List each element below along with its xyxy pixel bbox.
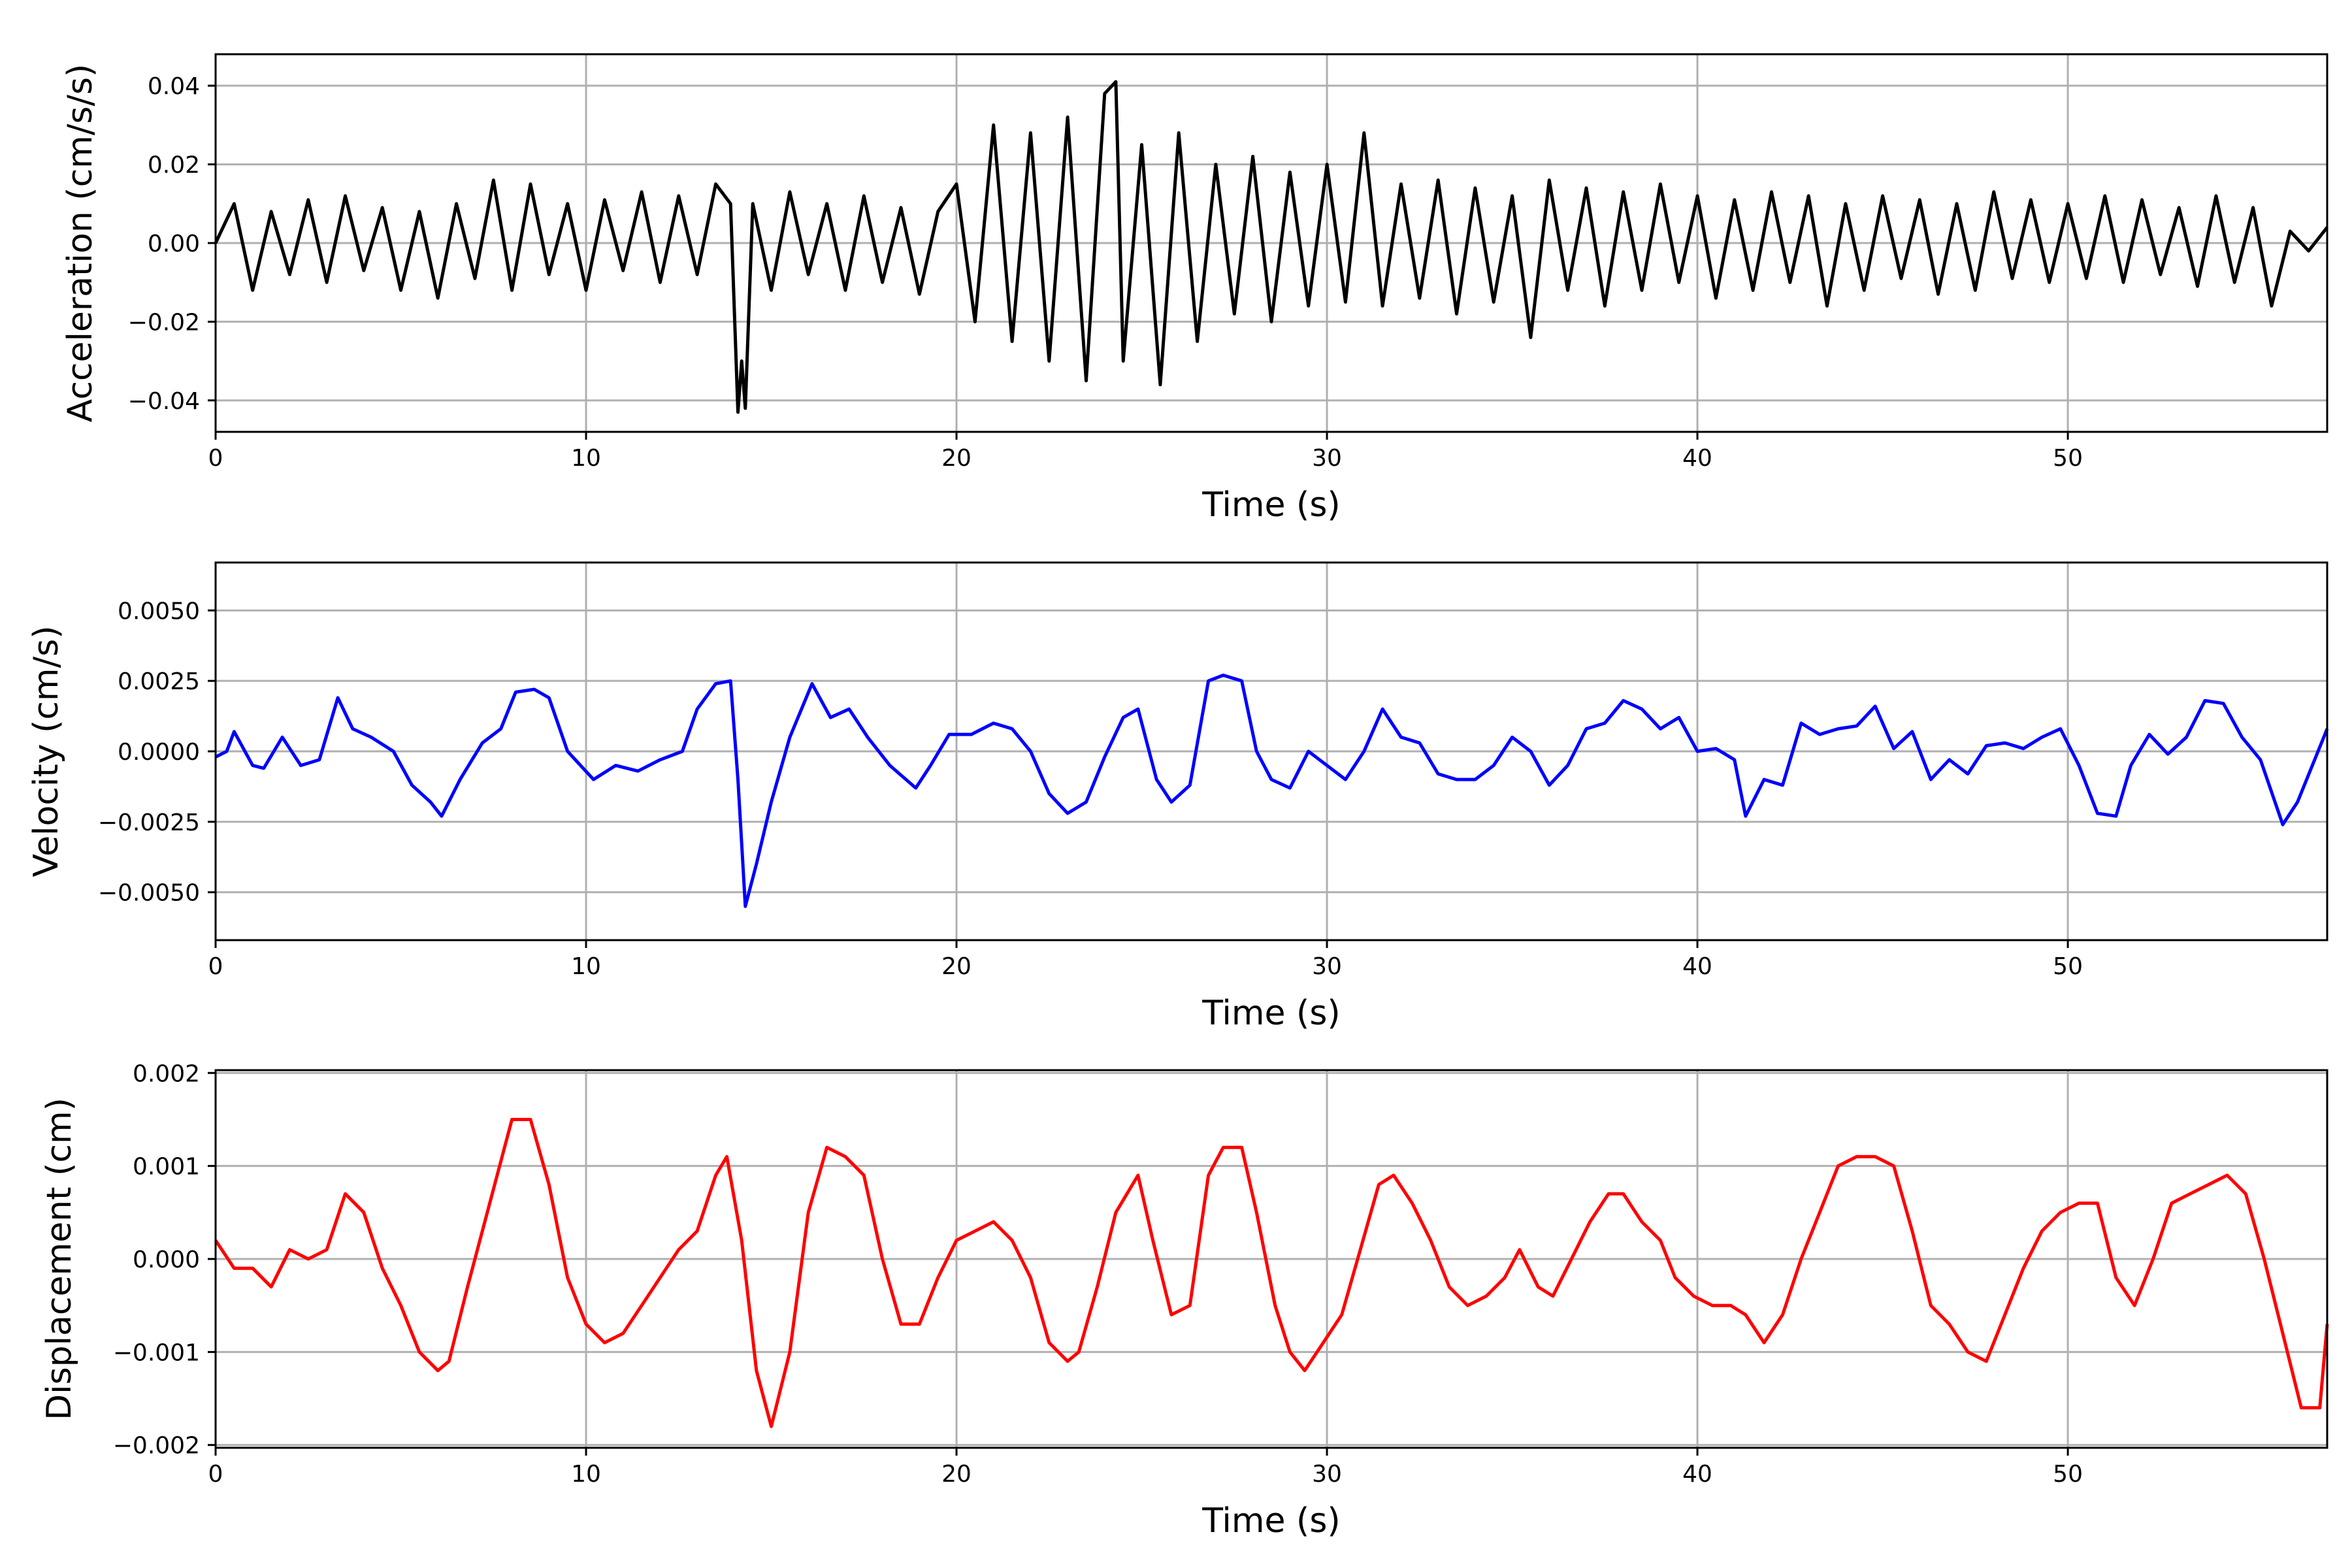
displacement-y-tick-label: 0.001 <box>133 1154 200 1181</box>
velocity-x-tick-label: 10 <box>571 953 601 980</box>
displacement-x-tick-label: 0 <box>208 1461 223 1488</box>
velocity-x-tick-label: 20 <box>941 953 972 980</box>
displacement-x-tick-label: 50 <box>2053 1461 2083 1488</box>
acceleration-y-tick-label: −0.02 <box>128 309 200 336</box>
displacement-ticks: 0 10 20 30 40 50 −0.002 −0.001 0.000 0.001 0.002 <box>113 1060 2083 1488</box>
acceleration-series-line <box>214 80 2328 414</box>
velocity-x-tick-label: 50 <box>2053 953 2083 980</box>
acceleration-panel: 0 10 20 30 40 50 −0.04 −0.02 0.00 0.02 0.04 Time (… <box>61 53 2328 525</box>
acceleration-x-axis-label: Time (s) <box>1201 485 1340 525</box>
velocity-panel: 0 10 20 30 40 50 −0.0050 −0.0025 0.0000 0.0025 0.0… <box>27 561 2329 1033</box>
displacement-y-tick-label: −0.002 <box>113 1433 200 1460</box>
displacement-x-tick-label: 30 <box>1312 1461 1342 1488</box>
displacement-y-tick-label: −0.001 <box>113 1339 200 1366</box>
displacement-x-tick-label: 10 <box>571 1461 601 1488</box>
velocity-ticks: 0 10 20 30 40 50 −0.0050 −0.0025 0.0000 0.0025 0.0… <box>98 598 2083 980</box>
acceleration-x-tick-label: 10 <box>571 445 601 472</box>
displacement-y-tick-label: 0.002 <box>133 1060 200 1087</box>
velocity-x-tick-label: 30 <box>1312 953 1342 980</box>
displacement-grid <box>214 1070 2327 1448</box>
acceleration-x-tick-label: 40 <box>1682 445 1712 472</box>
displacement-x-tick-label: 40 <box>1682 1461 1712 1488</box>
acceleration-grid <box>214 54 2327 432</box>
acceleration-y-tick-label: 0.02 <box>148 152 200 179</box>
velocity-series-line <box>214 674 2329 908</box>
velocity-x-tick-label: 40 <box>1682 953 1712 980</box>
velocity-y-tick-label: 0.0025 <box>118 668 200 695</box>
acceleration-y-tick-label: 0.00 <box>148 231 200 257</box>
acceleration-x-tick-label: 20 <box>941 445 972 472</box>
acceleration-ticks: 0 10 20 30 40 50 −0.04 −0.02 0.00 0.02 0.04 <box>128 73 2083 472</box>
acceleration-y-tick-label: −0.04 <box>128 388 200 415</box>
acceleration-x-tick-label: 30 <box>1312 445 1342 472</box>
velocity-x-tick-label: 0 <box>208 953 223 980</box>
displacement-series-polyline <box>214 1118 2329 1428</box>
velocity-y-tick-label: −0.0050 <box>98 880 200 907</box>
velocity-x-axis-label: Time (s) <box>1201 994 1340 1033</box>
displacement-series-line <box>214 1118 2329 1428</box>
velocity-series-polyline <box>214 674 2329 908</box>
velocity-y-tick-label: 0.0050 <box>118 598 200 625</box>
velocity-y-tick-label: 0.0000 <box>118 739 200 766</box>
acceleration-y-tick-label: 0.04 <box>148 73 200 100</box>
displacement-x-axis-label: Time (s) <box>1201 1501 1340 1541</box>
velocity-y-tick-label: −0.0025 <box>98 809 200 836</box>
acceleration-x-tick-label: 50 <box>2053 445 2083 472</box>
acceleration-x-tick-label: 0 <box>208 445 223 472</box>
acceleration-y-axis-label: Acceleration (cm/s/s) <box>61 64 100 423</box>
velocity-y-axis-label: Velocity (cm/s) <box>27 626 66 877</box>
displacement-y-tick-label: 0.000 <box>133 1247 200 1273</box>
displacement-panel: 0 10 20 30 40 50 −0.002 −0.001 0.000 0.001 0.002 T… <box>40 1060 2329 1541</box>
acceleration-series-polyline <box>214 80 2328 414</box>
displacement-y-axis-label: Displacement (cm) <box>40 1098 79 1420</box>
displacement-x-tick-label: 20 <box>941 1461 972 1488</box>
